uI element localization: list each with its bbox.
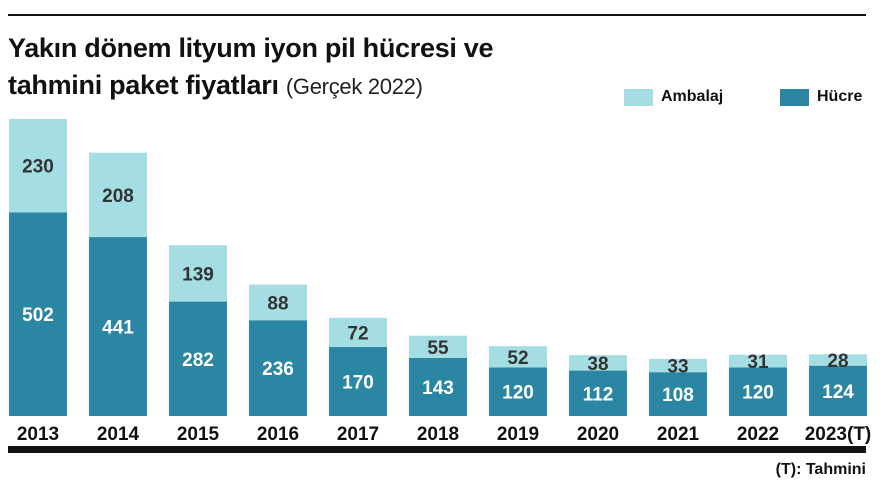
bar-h-cre-2014: [89, 237, 147, 416]
data-label-ambalaj-2017: 72: [347, 323, 368, 344]
bar-ambalaj-2021: [649, 358, 707, 373]
data-label-h-cre-2018: 143: [422, 378, 454, 399]
bar-h-cre-2018: [409, 357, 467, 416]
bar-ambalaj-2015: [169, 245, 227, 302]
bar-ambalaj-2016: [249, 284, 307, 321]
data-label-h-cre-2021: 108: [662, 385, 694, 406]
x-tick-label-2016: 2016: [257, 424, 299, 445]
x-tick-label-2019: 2019: [497, 424, 539, 445]
bar-ambalaj-2013: [9, 119, 67, 213]
data-label-ambalaj-2015: 139: [182, 264, 214, 285]
legend-swatch-hucre: [780, 88, 809, 106]
x-tick-label-2015: 2015: [177, 424, 220, 445]
chart-subtitle: (Gerçek 2022): [285, 74, 423, 99]
x-tick-label-2021: 2021: [657, 424, 700, 445]
data-label-h-cre-2022: 120: [742, 383, 774, 404]
data-label-h-cre-2013: 502: [22, 305, 54, 326]
bar-h-cre-2016: [249, 320, 307, 416]
legend-label-hucre: Hücre: [817, 88, 863, 105]
legend-item-hucre: Hücre: [780, 86, 862, 108]
title-line-2: tahmini paket fiyatları: [8, 70, 279, 100]
footnote: (T): Tahmini: [775, 461, 866, 478]
bar-h-cre-2017: [329, 347, 387, 416]
legend-label-ambalaj: Ambalaj: [661, 88, 724, 105]
bar-h-cre-2015: [169, 301, 227, 416]
data-label-h-cre-2014: 441: [102, 318, 134, 339]
data-label-ambalaj-2021: 33: [667, 356, 688, 377]
data-label-ambalaj-2023(T): 28: [827, 351, 848, 372]
bar-ambalaj-2017: [329, 317, 387, 348]
x-tick-label-2018: 2018: [417, 424, 459, 445]
bottom-rule: [8, 446, 866, 453]
title-line-1: Yakın dönem lityum iyon pil hücresi ve: [8, 33, 494, 63]
bar-h-cre-2013: [9, 212, 67, 416]
data-label-h-cre-2017: 170: [342, 373, 374, 394]
top-rule: [8, 14, 866, 16]
bar-ambalaj-2023(T): [809, 354, 867, 366]
data-label-ambalaj-2014: 208: [102, 186, 134, 207]
legend-item-ambalaj: Ambalaj: [624, 86, 723, 108]
bar-ambalaj-2018: [409, 335, 467, 358]
data-label-h-cre-2019: 120: [502, 383, 534, 404]
x-tick-label-2013: 2013: [17, 424, 59, 445]
x-tick-label-2020: 2020: [577, 424, 619, 445]
legend-swatch-ambalaj: [624, 88, 653, 106]
bar-h-cre-2022: [729, 367, 787, 416]
x-tick-label-2014: 2014: [97, 424, 140, 445]
data-label-ambalaj-2022: 31: [747, 352, 769, 373]
bar-ambalaj-2022: [729, 354, 787, 368]
bar-h-cre-2021: [649, 372, 707, 416]
data-label-h-cre-2015: 282: [182, 350, 214, 371]
bar-ambalaj-2019: [489, 346, 547, 368]
bar-ambalaj-2020: [569, 355, 627, 371]
data-label-ambalaj-2019: 52: [507, 348, 528, 369]
data-label-ambalaj-2020: 38: [587, 354, 608, 375]
chart-title: Yakın dönem lityum iyon pil hücresi ve t…: [8, 30, 608, 105]
data-label-ambalaj-2018: 55: [427, 338, 449, 359]
data-label-h-cre-2023(T): 124: [822, 382, 854, 403]
data-label-ambalaj-2013: 230: [22, 157, 54, 178]
data-label-h-cre-2020: 112: [583, 384, 614, 405]
bar-h-cre-2020: [569, 370, 627, 416]
bar-h-cre-2019: [489, 367, 547, 416]
bar-h-cre-2023(T): [809, 365, 867, 416]
x-tick-label-2022: 2022: [737, 424, 779, 445]
x-tick-label-2017: 2017: [337, 424, 379, 445]
x-tick-label-2023(T): 2023(T): [805, 424, 872, 445]
bar-ambalaj-2014: [89, 152, 147, 238]
data-label-ambalaj-2016: 88: [267, 293, 288, 314]
data-label-h-cre-2016: 236: [262, 359, 294, 380]
